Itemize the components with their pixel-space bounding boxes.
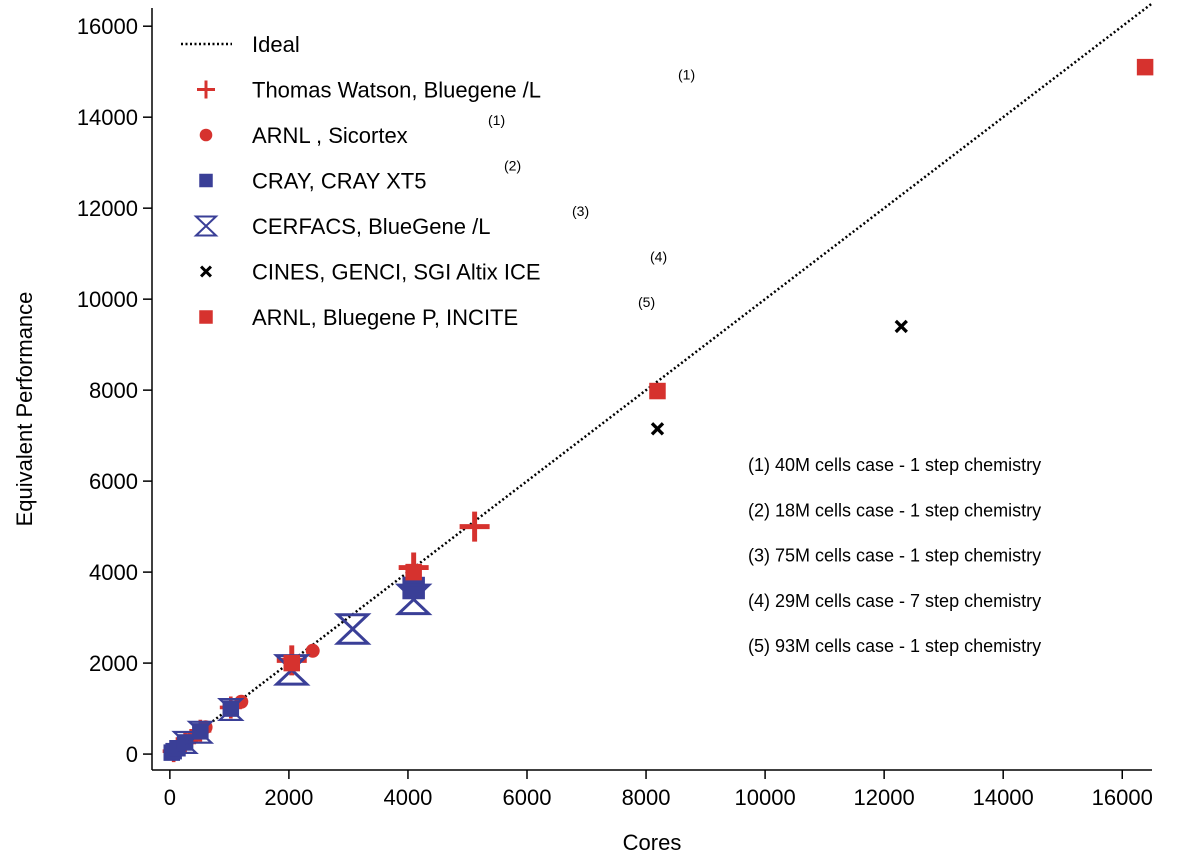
legend-sup-4: (3) — [572, 203, 589, 219]
legend-marker-4 — [193, 215, 219, 237]
y-tick-label-4000: 4000 — [89, 560, 138, 585]
series-6-point-1 — [405, 563, 422, 581]
legend-sup-2: (1) — [488, 112, 505, 128]
plot-area — [162, 2, 1154, 763]
y-tick-label-14000: 14000 — [77, 105, 138, 130]
legend-marker-5 — [199, 265, 213, 278]
x-tick-label-16000: 16000 — [1092, 785, 1153, 810]
note-4: (4) 29M cells case - 7 step chemistry — [748, 591, 1041, 611]
legend-marker-3 — [199, 173, 213, 188]
series-4-point-4 — [333, 613, 372, 645]
legend-sup-5: (4) — [650, 249, 667, 265]
y-axis-title: Equivalent Performance — [12, 292, 37, 527]
legend-sup-3: (2) — [504, 158, 521, 174]
legend-label-6: ARNL, Bluegene P, INCITE — [252, 305, 518, 330]
note-3: (3) 75M cells case - 1 step chemistry — [748, 546, 1041, 566]
legend-label-4: CERFACS, BlueGene /L — [252, 214, 490, 239]
y-tick-label-0: 0 — [126, 742, 138, 767]
legend-sup-6: (5) — [638, 294, 655, 310]
y-tick-label-12000: 12000 — [77, 196, 138, 221]
legend-marker-2 — [199, 128, 213, 142]
series-4-point-5 — [394, 583, 433, 616]
annotations: (1) 40M cells case - 1 step chemistry (2)… — [748, 455, 1041, 656]
series-4-point-2 — [217, 697, 245, 722]
series-5-point-0 — [650, 422, 665, 436]
x-tick-label-14000: 14000 — [973, 785, 1034, 810]
x-tick-label-10000: 10000 — [735, 785, 796, 810]
x-tick-label-12000: 12000 — [854, 785, 915, 810]
series-5-point-1 — [894, 319, 908, 334]
y-tick-label-6000: 6000 — [89, 469, 138, 494]
x-axis-title: Cores — [623, 830, 682, 855]
ideal-line — [169, 2, 1153, 756]
y-tick-label-16000: 16000 — [77, 14, 138, 39]
series-6-point-0 — [283, 654, 301, 672]
note-2: (2) 18M cells case - 1 step chemistry — [748, 500, 1041, 520]
legend-label-3: CRAY, CRAY XT5 — [252, 169, 426, 194]
legend-marker-6 — [199, 310, 213, 324]
y-tick-label-8000: 8000 — [89, 378, 138, 403]
legend-marker-1 — [197, 80, 215, 99]
x-tick-label-6000: 6000 — [503, 785, 552, 810]
x-tick-label-4000: 4000 — [383, 785, 432, 810]
x-tick-label-2000: 2000 — [264, 785, 313, 810]
legend: Ideal Thomas Watson, Bluegene /L (1) ARNL ,… — [181, 32, 695, 330]
legend-label-5: CINES, GENCI, SGI Altix ICE — [252, 260, 541, 285]
series-4-point-1 — [186, 720, 215, 744]
legend-label-1: Thomas Watson, Bluegene /L — [252, 78, 541, 103]
y-tick-label-10000: 10000 — [77, 287, 138, 312]
legend-sup-1: (1) — [678, 67, 695, 83]
legend-label-0: Ideal — [252, 32, 300, 57]
series-6-point-2 — [649, 382, 666, 400]
legend-label-2: ARNL , Sicortex — [252, 123, 408, 148]
series-1-point-7 — [459, 511, 490, 542]
x-tick-label-8000: 8000 — [622, 785, 671, 810]
series-6-point-3 — [1136, 58, 1154, 76]
axes: 0 2000 4000 6000 8000 10000 12000 14000 16000 0 20… — [77, 8, 1153, 810]
note-1: (1) 40M cells case - 1 step chemistry — [748, 455, 1041, 475]
y-tick-label-2000: 2000 — [89, 651, 138, 676]
x-tick-label-0: 0 — [164, 785, 176, 810]
note-5: (5) 93M cells case - 1 step chemistry — [748, 636, 1041, 656]
series-4-point-0 — [171, 730, 199, 754]
